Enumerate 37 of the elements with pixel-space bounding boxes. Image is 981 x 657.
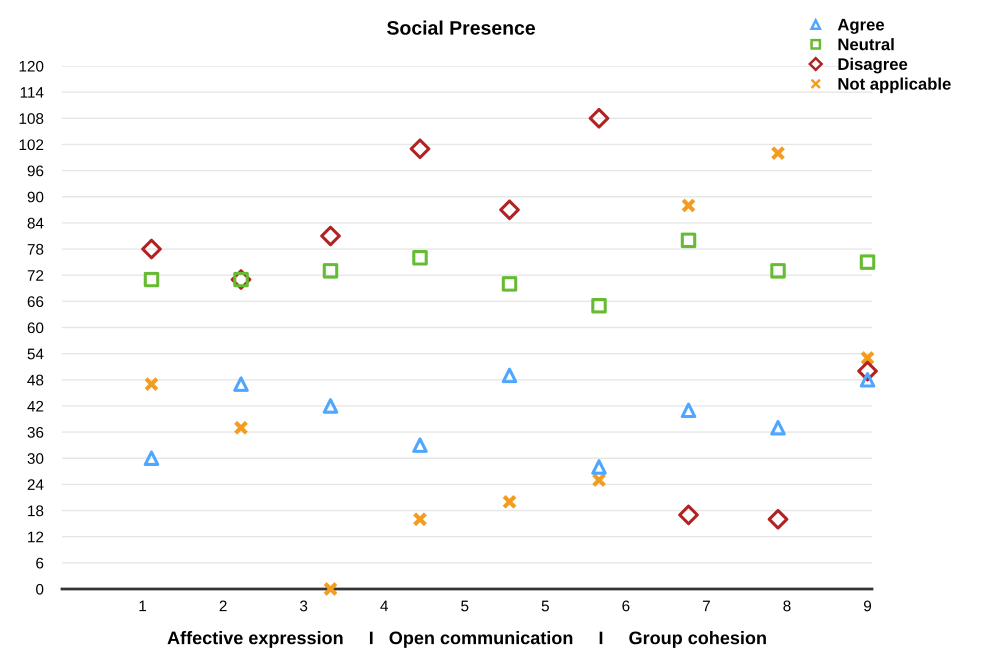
x-tick-label: 6 — [622, 600, 630, 612]
y-tick-label: 36 — [28, 426, 44, 438]
x-tick-label: 7 — [702, 600, 710, 612]
x-tick-label: 5 — [542, 600, 549, 612]
legend-label: Agree — [838, 18, 884, 34]
legend-label: Neutral — [838, 38, 894, 50]
x-tick-label: 4 — [380, 600, 388, 612]
y-tick-label: 108 — [20, 113, 44, 124]
y-tick-label: 24 — [28, 479, 44, 490]
x-tick-label: 1 — [139, 600, 146, 612]
y-tick-label: 60 — [28, 322, 44, 334]
y-tick-label: 30 — [28, 453, 44, 464]
y-tick-label: 18 — [28, 505, 44, 516]
y-tick-label: 66 — [28, 296, 44, 308]
x-tick-label: 9 — [864, 600, 872, 612]
y-tick-label: 90 — [28, 192, 44, 202]
y-tick-label: 102 — [20, 139, 44, 150]
x-tick-label: 3 — [300, 600, 308, 612]
chart-title: Social Presence — [387, 20, 535, 35]
x-tick-label: 8 — [783, 600, 791, 612]
y-tick-label: 96 — [28, 165, 44, 176]
x-tick-label: 5 — [461, 600, 468, 612]
y-tick-label: 0 — [36, 584, 44, 595]
x-axis-title: Affective expression I Open communication I Group cohesion — [167, 631, 766, 648]
y-tick-label: 72 — [28, 270, 44, 281]
y-tick-label: 54 — [28, 348, 44, 360]
y-tick-label: 42 — [27, 400, 44, 412]
y-tick-label: 12 — [28, 532, 44, 542]
y-tick-label: 84 — [28, 218, 44, 229]
legend-label: Disagree — [838, 58, 908, 74]
y-tick-label: 120 — [20, 60, 44, 72]
y-tick-label: 48 — [27, 374, 44, 386]
y-tick-label: 114 — [20, 87, 44, 98]
legend-label: Not applicable — [838, 78, 951, 94]
y-tick-label: 78 — [28, 244, 44, 255]
y-tick-label: 6 — [36, 558, 44, 569]
x-tick-label: 2 — [220, 600, 227, 612]
